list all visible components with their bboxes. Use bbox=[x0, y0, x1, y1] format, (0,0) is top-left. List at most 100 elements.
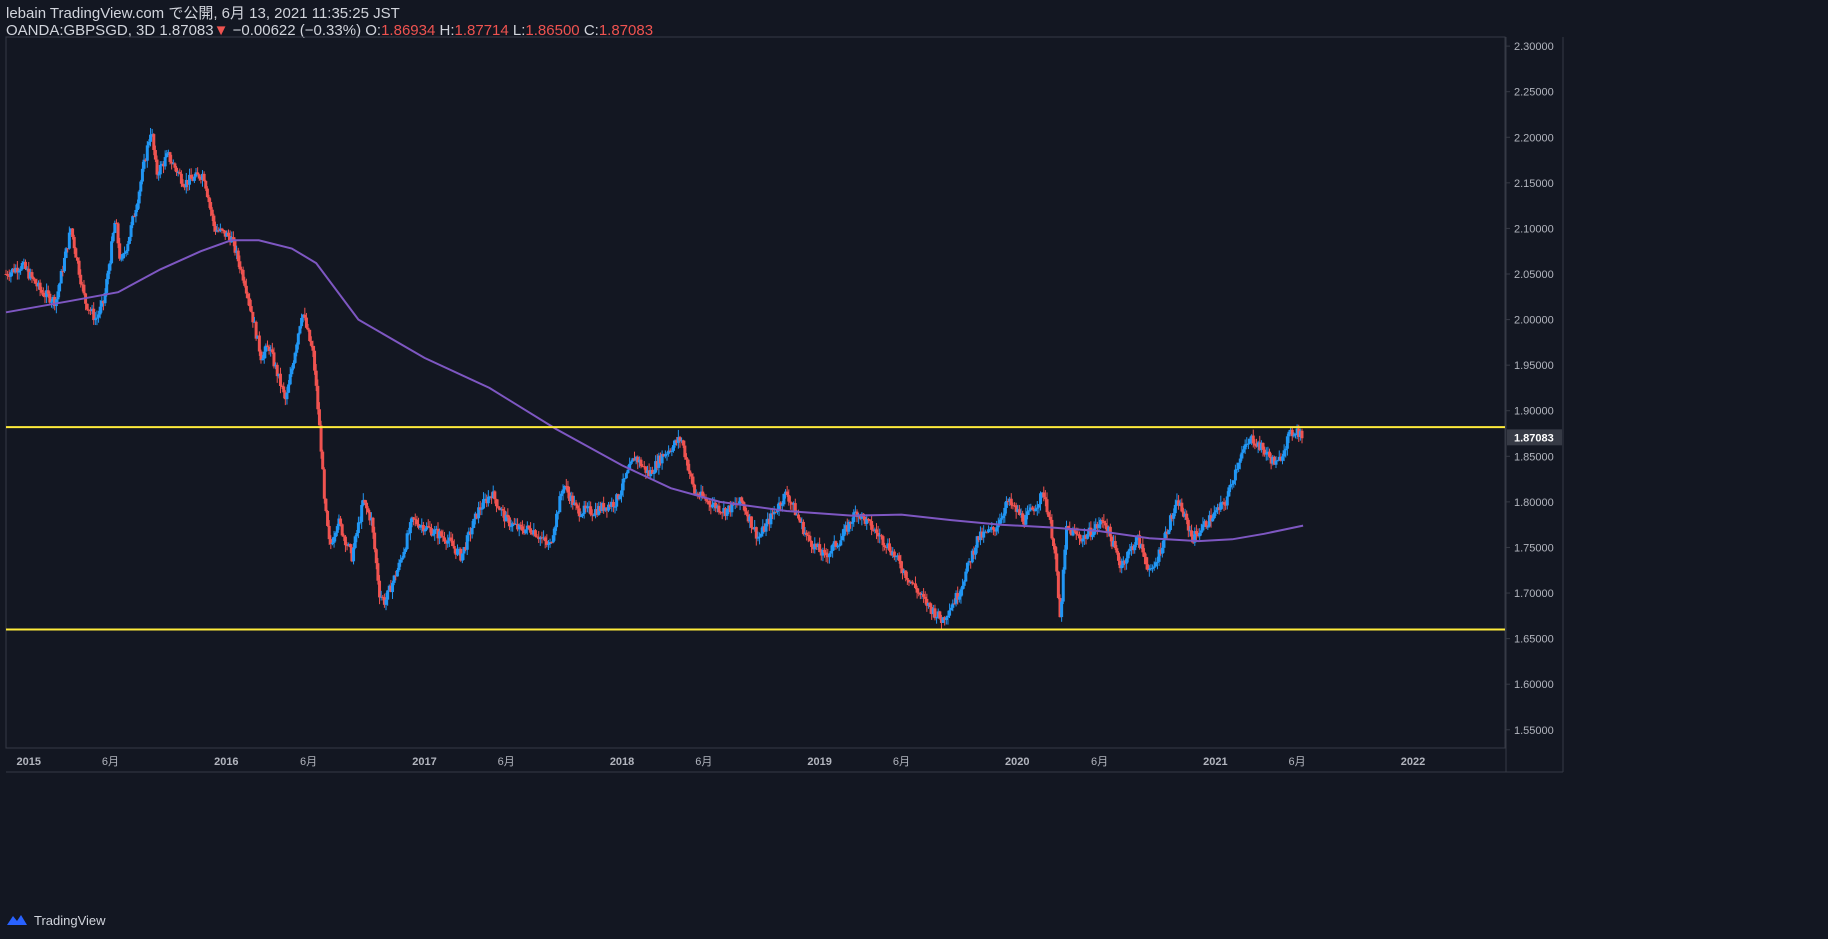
candle-body bbox=[792, 503, 796, 505]
candle-body bbox=[563, 486, 567, 490]
candle-body bbox=[1287, 431, 1291, 437]
candle-body bbox=[1027, 510, 1031, 512]
candle-body bbox=[900, 568, 904, 574]
candle-body bbox=[624, 473, 628, 479]
candle-body bbox=[317, 409, 321, 426]
candle-body bbox=[928, 602, 932, 608]
price-tick-label: 1.75000 bbox=[1514, 542, 1554, 554]
candle-body bbox=[871, 529, 875, 531]
candle-body bbox=[321, 451, 325, 470]
candle-body bbox=[282, 386, 286, 393]
candle-body bbox=[688, 470, 692, 474]
candle-body bbox=[611, 501, 615, 508]
candle-body bbox=[913, 583, 917, 589]
candle-body bbox=[964, 571, 968, 582]
candle-body bbox=[1095, 524, 1099, 528]
candle-body bbox=[827, 553, 831, 558]
candle-body bbox=[883, 545, 887, 547]
candle-body bbox=[1141, 544, 1145, 553]
candle-body bbox=[296, 333, 300, 345]
price-tick-label: 2.10000 bbox=[1514, 223, 1554, 235]
candle-body bbox=[719, 512, 723, 514]
candle-body bbox=[879, 535, 883, 537]
candle-body bbox=[352, 547, 356, 562]
candle-body bbox=[1264, 453, 1268, 455]
candle-body bbox=[1019, 513, 1023, 515]
low-value: 1.86500 bbox=[525, 22, 580, 39]
candle-body bbox=[878, 535, 882, 537]
candle-body bbox=[1220, 502, 1224, 504]
candle-body bbox=[1183, 513, 1187, 517]
candle-body bbox=[25, 268, 29, 270]
candle-body bbox=[1116, 552, 1120, 561]
candle-body bbox=[1090, 535, 1094, 537]
candle-body bbox=[142, 159, 146, 169]
candle-body bbox=[1204, 521, 1208, 528]
candle-body bbox=[1212, 512, 1216, 519]
candle-body bbox=[223, 230, 227, 237]
candle-body bbox=[556, 512, 560, 514]
candle-body bbox=[1263, 449, 1267, 455]
candle-body bbox=[581, 514, 585, 517]
candle-body bbox=[749, 516, 753, 528]
candle-body bbox=[183, 186, 187, 188]
candle-body bbox=[436, 528, 440, 539]
candle-body bbox=[163, 157, 167, 167]
candle-body bbox=[1297, 428, 1301, 437]
candle-body bbox=[1172, 513, 1176, 519]
candle-body bbox=[649, 470, 653, 477]
time-tick-label: 6月 bbox=[893, 756, 910, 768]
candle-body bbox=[800, 521, 804, 523]
candle-body bbox=[863, 517, 867, 524]
candle-body bbox=[657, 455, 661, 468]
price-chart[interactable]: 1.55000 1.60000 1.65000 1.70000 1.75000 1.800… bbox=[0, 0, 1828, 905]
candle-body bbox=[1300, 430, 1304, 439]
candle-body bbox=[36, 282, 40, 287]
candle-body bbox=[226, 232, 230, 237]
candle-body bbox=[157, 174, 161, 176]
candle-body bbox=[233, 239, 237, 253]
candle-body bbox=[1157, 549, 1161, 562]
candle-body bbox=[441, 536, 445, 538]
candle-body bbox=[465, 535, 469, 550]
candle-body bbox=[1086, 534, 1090, 539]
candle-body bbox=[285, 392, 289, 400]
candle-body bbox=[529, 528, 533, 533]
candle-body bbox=[373, 532, 377, 550]
candle-body bbox=[582, 505, 586, 515]
candle-body bbox=[69, 228, 73, 233]
candle-body bbox=[680, 440, 684, 442]
horizontal-levels-layer[interactable] bbox=[6, 426, 1505, 631]
candle-body bbox=[894, 556, 898, 558]
candle-body bbox=[655, 461, 659, 468]
candle-body bbox=[1160, 547, 1164, 554]
open-label: O: bbox=[365, 22, 382, 39]
candle-body bbox=[1227, 487, 1231, 497]
low-label: L: bbox=[512, 22, 526, 39]
price-tick-label: 1.85000 bbox=[1514, 451, 1554, 463]
candle-body bbox=[814, 543, 818, 548]
candle-body bbox=[80, 284, 84, 286]
candle-body bbox=[313, 350, 317, 371]
candle-body bbox=[777, 502, 781, 511]
price-axis[interactable]: 1.55000 1.60000 1.65000 1.70000 1.75000 1.800… bbox=[1506, 41, 1562, 737]
time-axis[interactable]: 2015 6月 2016 6月 2017 6月 2018 6月 2019 6月 2020 6月 2021… bbox=[16, 756, 1425, 768]
candle-body bbox=[116, 223, 120, 244]
candle-body bbox=[210, 209, 214, 216]
candle-body bbox=[550, 542, 554, 544]
candle-body bbox=[248, 298, 252, 307]
candle-body bbox=[946, 615, 950, 618]
candle-body bbox=[691, 476, 695, 485]
candle-body bbox=[330, 542, 334, 545]
candle-body bbox=[594, 509, 598, 516]
candle-body bbox=[136, 203, 140, 211]
tradingview-footer[interactable]: TradingView bbox=[6, 911, 106, 929]
candle-body bbox=[114, 222, 118, 224]
candle-body bbox=[259, 351, 263, 361]
candle-body bbox=[420, 524, 424, 526]
candle-body bbox=[158, 164, 162, 175]
candle-body bbox=[951, 603, 955, 608]
candle-body bbox=[1084, 535, 1088, 539]
candle-body bbox=[147, 141, 151, 146]
candle-body bbox=[228, 236, 232, 243]
